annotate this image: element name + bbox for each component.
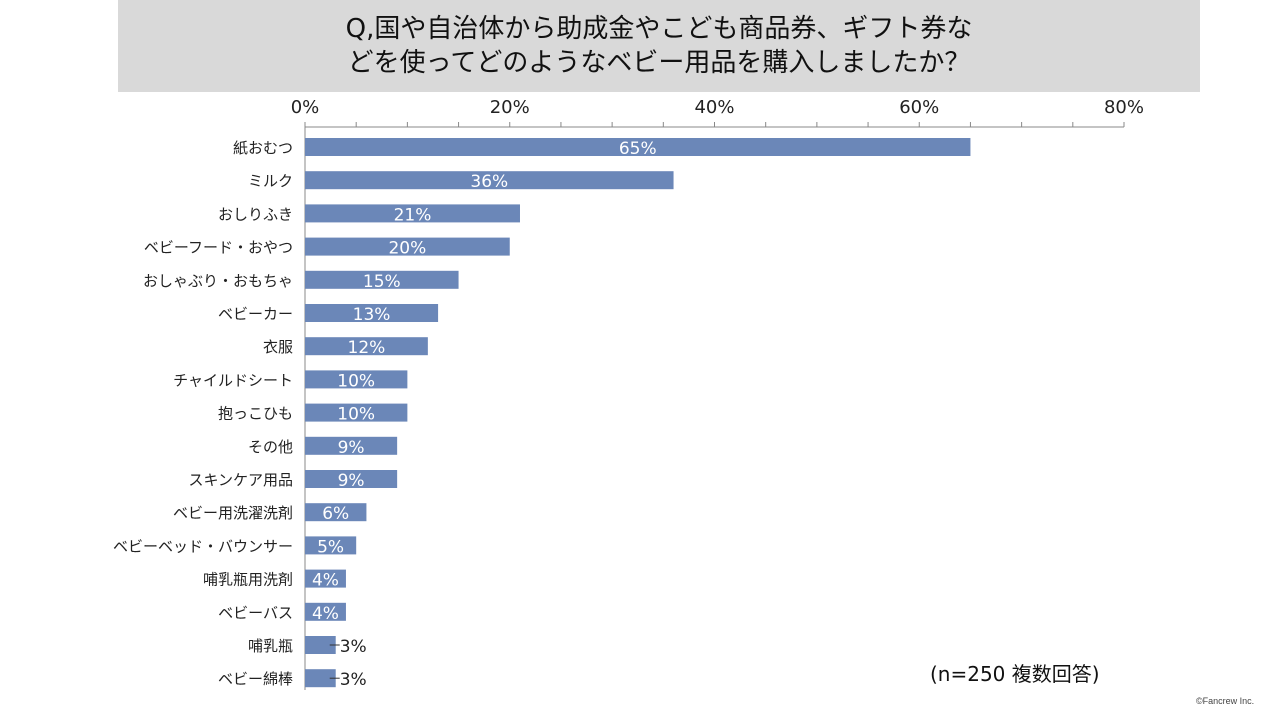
data-label: 4% xyxy=(312,604,339,624)
data-label: 20% xyxy=(388,239,426,259)
category-label: ベビーフード・おやつ xyxy=(144,239,293,257)
bar xyxy=(305,536,357,555)
bar xyxy=(305,403,408,422)
bar xyxy=(305,304,439,322)
bar xyxy=(305,171,674,190)
bar xyxy=(305,204,520,223)
data-label: 65% xyxy=(619,139,657,159)
data-label: 15% xyxy=(363,272,401,292)
data-label: 3% xyxy=(340,670,367,690)
x-tick-label: 20% xyxy=(490,97,530,118)
data-label: 36% xyxy=(470,172,508,192)
category-label: 哺乳瓶 xyxy=(248,637,293,655)
x-tick-label: 60% xyxy=(899,97,939,118)
bar xyxy=(305,569,346,588)
x-tick-label: 80% xyxy=(1104,97,1144,118)
data-label: 13% xyxy=(353,305,391,325)
category-label: 哺乳瓶用洗剤 xyxy=(203,571,293,589)
bar xyxy=(305,503,367,522)
category-label: ベビーカー xyxy=(218,305,293,323)
bar xyxy=(305,270,459,289)
bar xyxy=(305,436,398,455)
bar xyxy=(305,237,510,256)
data-label: 21% xyxy=(394,205,432,225)
chart-title-line-2: どを使ってどのようなベビー用品を購入しましたか？ xyxy=(347,48,971,78)
data-label: 9% xyxy=(338,471,365,491)
bar xyxy=(305,669,336,688)
x-tick-label: 40% xyxy=(694,97,734,118)
bar xyxy=(305,602,346,621)
data-label: 5% xyxy=(317,537,344,557)
data-label: 3% xyxy=(340,637,367,657)
bar xyxy=(305,138,971,156)
x-tick-label: 0% xyxy=(291,97,320,118)
data-label: 10% xyxy=(337,371,375,391)
bar xyxy=(305,370,408,389)
copyright-text: ©Fancrew Inc. xyxy=(1196,696,1255,706)
category-label: 紙おむつ xyxy=(233,139,293,157)
data-label: 9% xyxy=(338,438,365,458)
data-label: 4% xyxy=(312,571,339,591)
data-label: 12% xyxy=(348,338,386,358)
category-label: おしりふき xyxy=(218,205,293,223)
category-label: ベビー綿棒 xyxy=(218,670,293,688)
data-label: 10% xyxy=(337,405,375,425)
category-label: その他 xyxy=(248,438,293,456)
chart-title-line-1: Q,国や自治体から助成金やこども商品券、ギフト券な xyxy=(345,14,973,44)
category-label: おしゃぶり・おもちゃ xyxy=(143,272,293,290)
sample-note: (n=250 複数回答) xyxy=(930,662,1100,686)
data-label: 6% xyxy=(322,504,349,524)
category-label: 抱っこひも xyxy=(218,405,293,423)
category-label: チャイルドシート xyxy=(173,371,293,389)
category-label: スキンケア用品 xyxy=(188,471,293,489)
category-label: ミルク xyxy=(248,172,293,190)
title-banner: Q,国や自治体から助成金やこども商品券、ギフト券な どを使ってどのようなベビー用… xyxy=(118,0,1200,92)
bar xyxy=(305,636,336,654)
bar xyxy=(305,337,428,356)
bar xyxy=(305,470,398,488)
category-label: ベビー用洗濯洗剤 xyxy=(173,504,293,522)
category-label: ベビーバス xyxy=(218,604,293,622)
category-label: 衣服 xyxy=(263,338,293,356)
category-label: ベビーベッド・バウンサー xyxy=(113,537,293,555)
